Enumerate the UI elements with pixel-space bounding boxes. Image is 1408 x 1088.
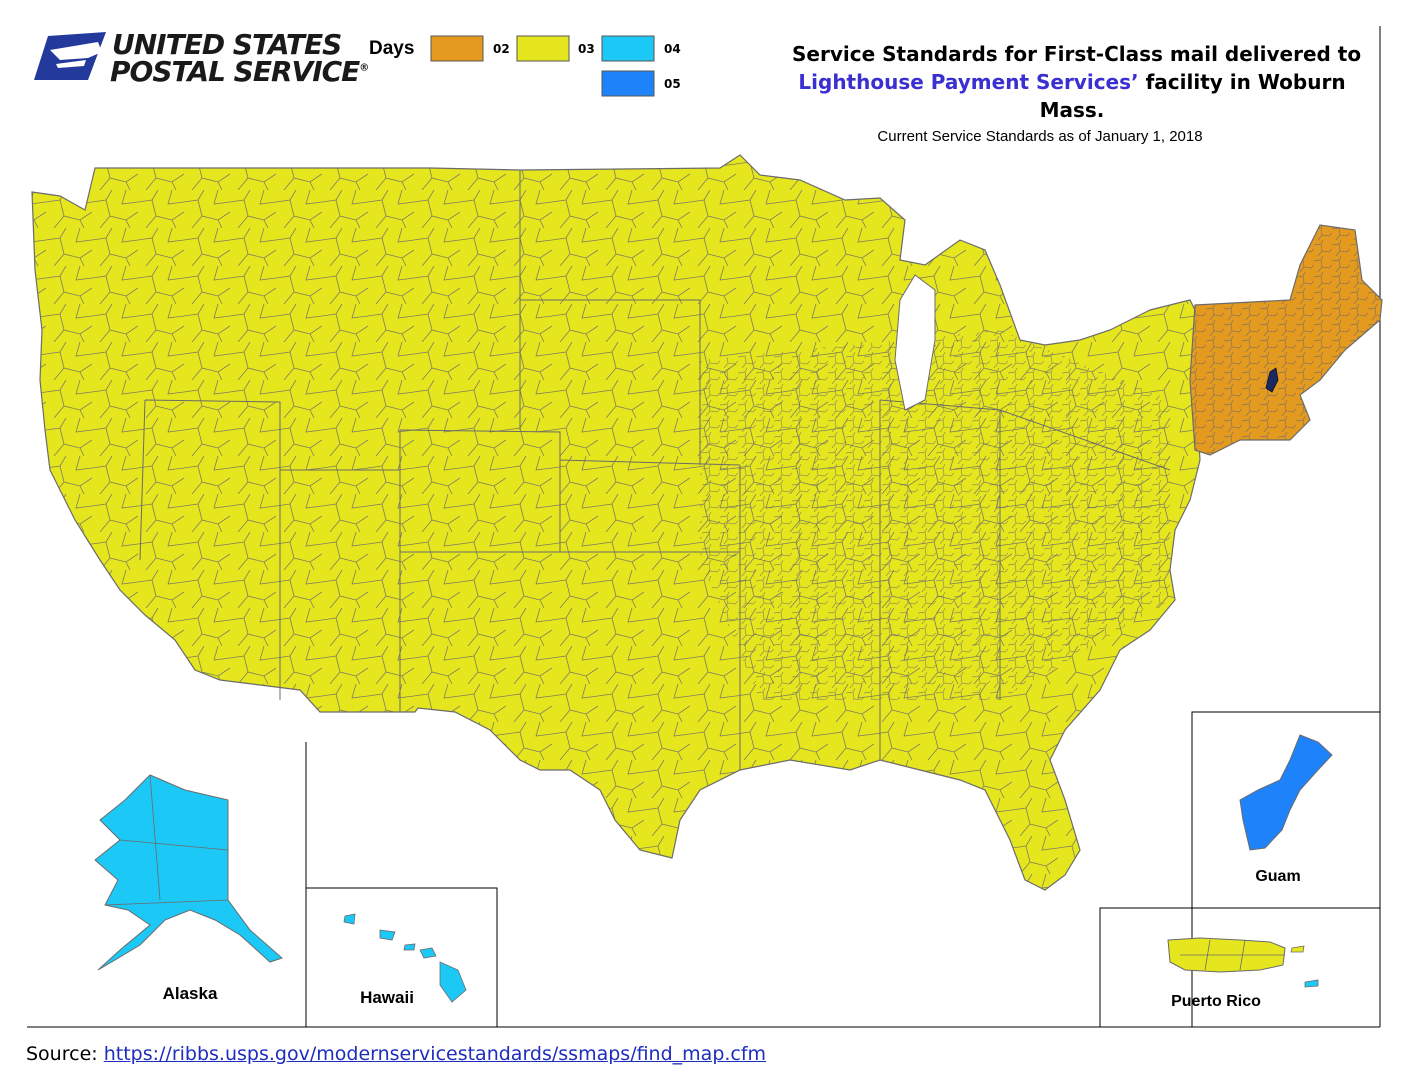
puerto-rico-label: Puerto Rico xyxy=(1171,993,1261,1010)
logo-line1: UNITED STATES xyxy=(112,28,342,61)
legend-swatch-02 xyxy=(430,35,484,62)
usps-eagle-icon xyxy=(34,32,106,80)
hawaii-inset xyxy=(306,887,498,1027)
puerto-rico-inset xyxy=(1099,907,1380,1027)
map-title-line1: Service Standards for First-Class mail d… xyxy=(792,42,1362,66)
facility-name: Lighthouse Payment Services’ xyxy=(798,70,1139,94)
woburn-facility-marker xyxy=(1265,367,1279,393)
logo-line2-text: POSTAL SERVICE xyxy=(110,55,360,88)
legend-label-02: 02 xyxy=(493,42,510,56)
guam-label: Guam xyxy=(1255,868,1301,885)
map-title-line2: Lighthouse Payment Services’ facility in… xyxy=(792,70,1352,94)
registered-mark: ® xyxy=(359,62,369,74)
map-subtitle: Current Service Standards as of January … xyxy=(877,128,1203,145)
map-title-line3: Mass. xyxy=(1039,98,1105,122)
guam-inset xyxy=(1191,711,1380,1027)
facility-location: facility in Woburn xyxy=(1138,70,1346,94)
logo-line2: POSTAL SERVICE® xyxy=(110,55,369,88)
hawaii-label: Hawaii xyxy=(360,988,414,1007)
source-prefix: Source: xyxy=(26,1043,98,1065)
legend-label-05: 05 xyxy=(664,77,681,91)
legend-swatch-03 xyxy=(516,35,570,62)
contiguous-us-region xyxy=(31,154,1201,891)
alaska-inset xyxy=(94,742,307,1027)
source-line: Source: https://ribbs.usps.gov/modernser… xyxy=(26,1043,766,1065)
legend-title: Days xyxy=(369,38,415,59)
legend-label-04: 04 xyxy=(664,42,681,56)
legend-swatch-04 xyxy=(601,35,655,62)
new-england-region xyxy=(1189,224,1383,456)
legend-label-03: 03 xyxy=(578,42,595,56)
alaska-label: Alaska xyxy=(162,984,218,1003)
legend-swatch-05 xyxy=(601,70,655,97)
source-link[interactable]: https://ribbs.usps.gov/modernservicestan… xyxy=(103,1043,767,1065)
